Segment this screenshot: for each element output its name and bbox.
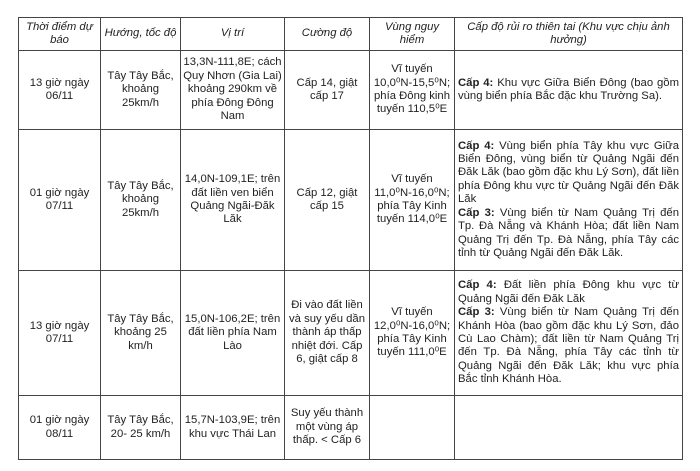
header-intensity: Cường độ — [284, 17, 370, 51]
forecast-table: Thời điểm dự báo Hướng, tốc độ Vị trí Cường… — [18, 17, 683, 460]
cell-time: 13 giờ ngày 07/11 — [18, 270, 101, 396]
risk-level-label: Cấp 3: — [458, 206, 495, 219]
cell-time: 01 giờ ngày 07/11 — [18, 129, 101, 271]
cell-danger-zone: Vĩ tuyến 12,0⁰N-16,0⁰N; phía Tây Kinh tu… — [369, 270, 455, 396]
risk-entry: Cấp 4: Khu vực Giữa Biển Đông (bao gồm v… — [458, 77, 679, 104]
risk-entry: Cấp 3: Vùng biển từ Nam Quảng Trị đến Tp… — [458, 207, 679, 261]
risk-entry: Cấp 4: Vùng biển phía Tây khu vực Giữa B… — [458, 140, 679, 207]
cell-direction: Tây Tây Bắc, 20- 25 km/h — [100, 395, 181, 460]
cell-time: 13 giờ ngày 06/11 — [18, 50, 101, 130]
cell-danger-zone: Vĩ tuyến 11,0⁰N-16,0⁰N; phía Tây Kinh tu… — [369, 129, 455, 271]
cell-intensity: Suy yếu thành một vùng áp thấp. < Cấp 6 — [284, 395, 370, 460]
cell-intensity: Cấp 14, giật cấp 17 — [284, 50, 370, 130]
cell-intensity: Đi vào đất liền và suy yếu dần thành áp … — [284, 270, 370, 396]
table-row: 01 giờ ngày 08/11 Tây Tây Bắc, 20- 25 km/… — [18, 395, 683, 460]
risk-level-label: Cấp 4: — [458, 139, 495, 152]
risk-entry: Cấp 3: Vùng biển từ Nam Quảng Trị đến Kh… — [458, 306, 679, 386]
cell-position: 15,0N-106,2E; trên đất liền phía Nam Lào — [180, 270, 285, 396]
header-time: Thời điểm dự báo — [18, 17, 101, 51]
cell-direction: Tây Tây Bắc, khoảng 25 km/h — [100, 270, 181, 396]
cell-position: 14,0N-109,1E; trên đất liền ven biển Quả… — [180, 129, 285, 271]
header-risk-level: Cấp độ rủi ro thiên tai (Khu vực chịu ản… — [454, 17, 683, 51]
table-row: 13 giờ ngày 07/11 Tây Tây Bắc, khoảng 25 … — [18, 270, 683, 396]
cell-risk-level: Cấp 4: Đất liền phía Đông khu vực từ Quả… — [454, 270, 683, 396]
cell-position: 15,7N-103,9E; trên khu vực Thái Lan — [180, 395, 285, 460]
cell-direction: Tây Tây Bắc, khoảng 25km/h — [100, 50, 181, 130]
risk-area-text: Vùng biển phía Tây khu vực Giữa Biển Đôn… — [458, 139, 679, 206]
cell-time: 01 giờ ngày 08/11 — [18, 395, 101, 460]
header-danger-zone: Vùng nguy hiểm — [369, 17, 455, 51]
header-position: Vị trí — [180, 17, 285, 51]
risk-level-label: Cấp 4: — [458, 76, 494, 89]
table-row: 01 giờ ngày 07/11 Tây Tây Bắc, khoảng 25k… — [18, 129, 683, 271]
cell-position: 13,3N-111,8E; cách Quy Nhơn (Gia Lai) kh… — [180, 50, 285, 130]
cell-risk-level: Cấp 4: Khu vực Giữa Biển Đông (bao gồm v… — [454, 50, 683, 130]
risk-area-text: Khu vực Giữa Biển Đông (bao gồm vùng biể… — [458, 76, 680, 102]
cell-intensity: Cấp 12, giật cấp 15 — [284, 129, 370, 271]
header-row: Thời điểm dự báo Hướng, tốc độ Vị trí Cường… — [18, 17, 683, 51]
risk-level-label: Cấp 4: — [458, 279, 497, 292]
header-direction: Hướng, tốc độ — [100, 17, 181, 51]
risk-entry: Cấp 4: Đất liền phía Đông khu vực từ Quả… — [458, 279, 679, 306]
risk-area-text: Vùng biển từ Nam Quảng Trị đến Khánh Hòa… — [458, 306, 679, 386]
risk-area-text: Đất liền phía Đông khu vực từ Quảng Ngãi… — [458, 279, 680, 305]
cell-danger-zone — [369, 395, 455, 460]
risk-level-label: Cấp 3: — [458, 306, 495, 319]
cell-danger-zone: Vĩ tuyến 10,0⁰N-15,5⁰N; phía Đông kinh t… — [369, 50, 455, 130]
risk-area-text: Vùng biển từ Nam Quảng Trị đến Tp. Đà Nẵ… — [458, 206, 679, 259]
cell-risk-level — [454, 395, 683, 460]
cell-direction: Tây Tây Bắc, khoảng 25km/h — [100, 129, 181, 271]
cell-risk-level: Cấp 4: Vùng biển phía Tây khu vực Giữa B… — [454, 129, 683, 271]
table-row: 13 giờ ngày 06/11 Tây Tây Bắc, khoảng 25k… — [18, 50, 683, 130]
